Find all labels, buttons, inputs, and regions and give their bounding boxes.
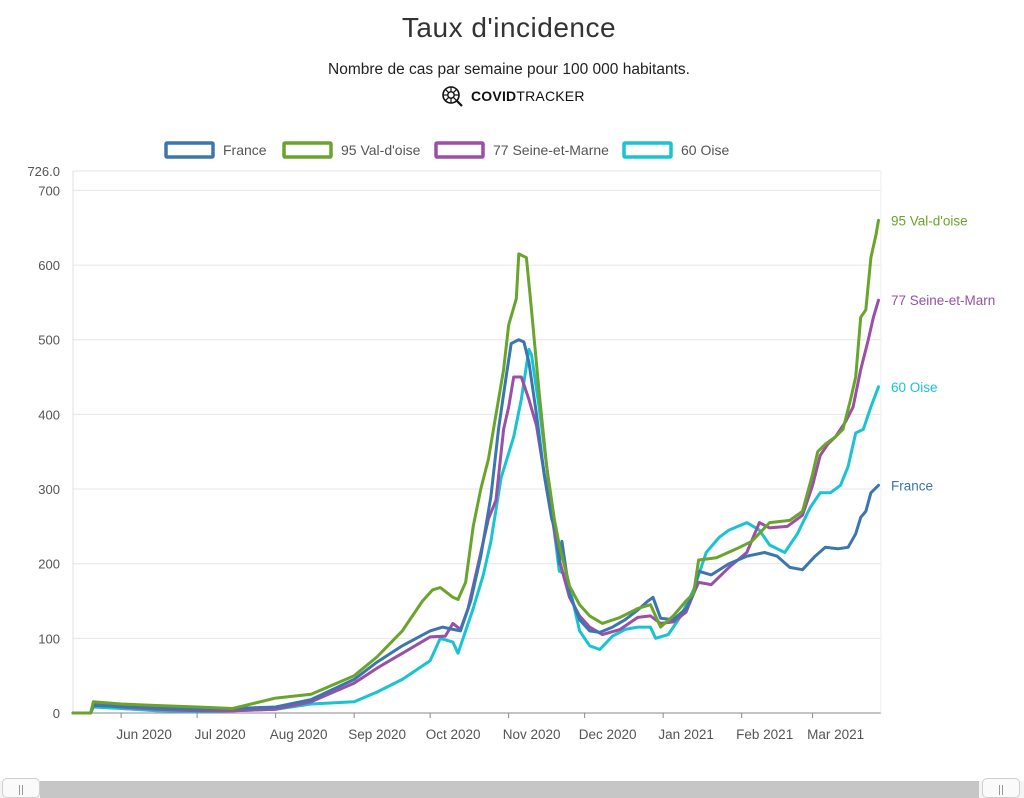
brand-name: COVIDTRACKER [471, 88, 585, 104]
grip-line [999, 785, 1000, 795]
series-line-1 [71, 218, 880, 715]
series-end-label: 60 Oise [891, 380, 938, 395]
x-tick-label: Jan 2021 [658, 727, 714, 742]
grip-line [19, 785, 20, 795]
brand-name-bold: COVID [471, 88, 517, 104]
legend-item-label: 95 Val-d'oise [341, 142, 421, 158]
series-line-0 [71, 338, 880, 715]
grip-line [22, 785, 23, 795]
x-tick-label: Dec 2020 [579, 727, 637, 742]
chart-legend[interactable]: France 95 Val-d'oise 77 Seine-et-Marne 60 O… [164, 141, 729, 159]
y-tick-label: 0 [53, 706, 60, 721]
y-tick-label: 600 [38, 258, 60, 273]
legend-swatch [434, 141, 485, 159]
y-tick-label: 400 [38, 407, 60, 422]
x-tick-label: Oct 2020 [426, 727, 481, 742]
legend-swatch [622, 141, 673, 159]
legend-swatch [282, 141, 333, 159]
horizontal-scrollbar[interactable] [0, 778, 1024, 798]
brand-name-light: TRACKER [516, 88, 585, 104]
chart-grid [73, 170, 881, 639]
scrollbar-track[interactable] [40, 781, 979, 798]
x-tick-label: Sep 2020 [348, 727, 406, 742]
series-line-3 [71, 347, 880, 715]
x-tick-label: Aug 2020 [270, 727, 328, 742]
y-tick-label: 100 [38, 631, 60, 646]
legend-item-label: 60 Oise [681, 142, 729, 158]
chart-subtitle: Nombre de cas par semaine pour 100 000 h… [328, 61, 690, 78]
x-tick-label: Nov 2020 [503, 727, 561, 742]
y-tick-label: 300 [38, 482, 60, 497]
legend-item-label: France [223, 142, 267, 158]
series-end-label: 77 Seine-et-Marn [891, 293, 995, 308]
y-tick-label: 200 [38, 557, 60, 572]
y-max-label: 726.0 [27, 164, 60, 179]
chart-end-labels: France 95 Val-d'oise 77 Seine-et-Marn 60 Oi… [891, 213, 995, 493]
chart-title: Taux d'incidence [401, 12, 617, 43]
x-tick-label: Feb 2021 [736, 727, 793, 742]
x-tick-label: Jul 2020 [195, 727, 246, 742]
y-tick-label: 500 [38, 333, 60, 348]
covidtracker-logo-icon [442, 86, 463, 107]
chart-axes: 0 100 200 300 400 500 600 700 726.0 Jun 2020 Jul 2… [27, 164, 882, 742]
covidtracker-brand: COVIDTRACKER [440, 84, 585, 108]
legend-swatch [164, 141, 215, 159]
series-line-2 [71, 298, 880, 715]
scrollbar-left-handle[interactable] [2, 778, 40, 798]
x-tick-label: Jun 2020 [116, 727, 172, 742]
grip-line [1002, 785, 1003, 795]
y-tick-label: 700 [38, 183, 60, 198]
series-end-label: 95 Val-d'oise [891, 213, 968, 228]
x-tick-label: Mar 2021 [807, 727, 864, 742]
legend-item-label: 77 Seine-et-Marne [493, 142, 609, 158]
series-end-label: France [891, 478, 933, 493]
chart-series [71, 218, 880, 715]
scrollbar-right-handle[interactable] [982, 778, 1020, 798]
